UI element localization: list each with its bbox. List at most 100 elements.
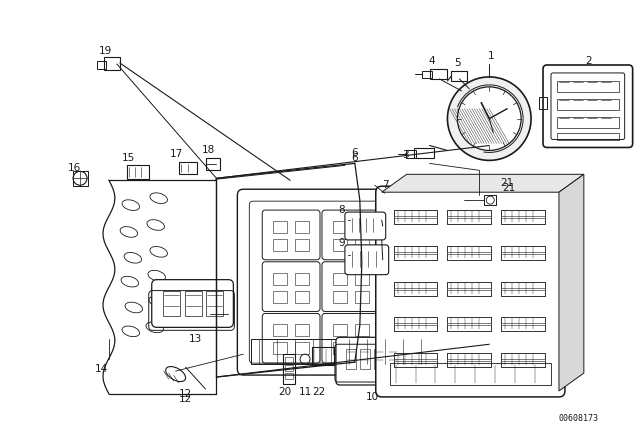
Bar (501, 282, 545, 296)
Bar (393, 239, 406, 251)
Text: 00608173: 00608173 (559, 414, 599, 423)
Bar (415, 324, 429, 336)
Text: 15: 15 (122, 153, 136, 164)
Bar (273, 324, 287, 336)
Text: 7: 7 (383, 180, 389, 190)
Bar (295, 291, 309, 302)
Bar (388, 349, 397, 369)
Bar (285, 373, 293, 379)
Bar (447, 246, 492, 252)
Bar (312, 347, 334, 365)
Text: 18: 18 (202, 146, 215, 155)
Text: 10: 10 (366, 392, 380, 402)
Text: 19: 19 (99, 46, 113, 56)
Bar (355, 324, 369, 336)
Bar (295, 239, 309, 251)
Bar (447, 218, 492, 224)
Bar (501, 361, 545, 367)
Bar (415, 239, 429, 251)
Bar (501, 218, 545, 224)
FancyBboxPatch shape (551, 73, 625, 139)
Bar (184, 291, 202, 316)
Bar (415, 291, 429, 302)
Bar (333, 221, 347, 233)
Text: 9: 9 (339, 238, 345, 248)
Bar (252, 339, 440, 364)
Bar (394, 289, 438, 296)
Bar (285, 365, 293, 371)
Bar (557, 133, 619, 139)
Bar (501, 210, 545, 216)
Bar (415, 342, 429, 354)
Bar (539, 97, 547, 109)
Bar (333, 342, 347, 354)
FancyBboxPatch shape (152, 280, 234, 327)
Bar (104, 57, 120, 70)
Bar (447, 361, 492, 367)
Bar (393, 221, 406, 233)
FancyBboxPatch shape (345, 212, 386, 240)
Bar (394, 218, 438, 224)
Text: 8: 8 (339, 205, 345, 215)
Bar (374, 349, 384, 369)
Bar (394, 246, 438, 260)
Bar (207, 291, 223, 316)
Bar (447, 254, 492, 260)
Bar (97, 61, 106, 69)
Bar (447, 246, 492, 260)
Bar (73, 171, 88, 186)
Text: 2: 2 (586, 56, 592, 66)
Bar (394, 254, 438, 260)
Bar (333, 239, 347, 251)
Bar (355, 291, 369, 302)
Bar (422, 71, 431, 78)
Text: 3: 3 (403, 151, 409, 160)
Bar (390, 363, 551, 385)
Bar (394, 318, 438, 332)
Bar (163, 291, 180, 316)
FancyBboxPatch shape (336, 337, 412, 385)
Text: 6: 6 (351, 148, 358, 159)
Bar (447, 289, 492, 296)
Text: 13: 13 (189, 334, 202, 344)
Bar (501, 318, 545, 332)
Bar (394, 361, 438, 367)
Bar (447, 282, 492, 296)
Text: 11: 11 (298, 387, 312, 397)
Text: 6: 6 (351, 153, 358, 164)
Bar (501, 318, 545, 323)
Bar (273, 239, 287, 251)
Bar (557, 116, 619, 128)
Bar (127, 165, 148, 179)
Bar (394, 282, 438, 288)
Text: 21: 21 (500, 178, 514, 188)
Bar (394, 325, 438, 332)
Bar (207, 159, 220, 170)
Bar (394, 318, 438, 323)
Bar (273, 291, 287, 302)
Bar (501, 210, 545, 224)
Bar (429, 69, 447, 79)
FancyBboxPatch shape (376, 186, 565, 397)
Text: 14: 14 (94, 364, 108, 374)
Circle shape (458, 87, 521, 151)
Polygon shape (559, 174, 584, 391)
Text: 4: 4 (428, 56, 435, 66)
Bar (501, 289, 545, 296)
Bar (447, 210, 492, 216)
Bar (557, 99, 619, 110)
Bar (346, 349, 356, 369)
Bar (333, 291, 347, 302)
Text: 20: 20 (278, 387, 292, 397)
Bar (413, 148, 433, 159)
Bar (394, 282, 438, 296)
Bar (179, 162, 196, 174)
Bar (501, 353, 545, 367)
Bar (406, 151, 415, 159)
Text: 12: 12 (179, 394, 192, 404)
Bar (393, 324, 406, 336)
Bar (484, 195, 496, 205)
Bar (415, 273, 429, 284)
Bar (283, 354, 295, 384)
Text: 16: 16 (67, 164, 81, 173)
